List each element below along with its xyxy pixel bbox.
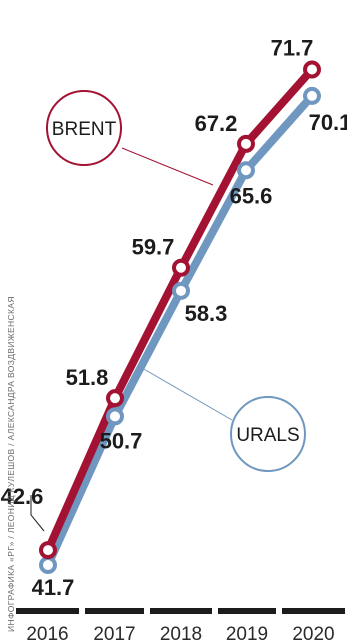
- x-tick-label: 2020: [292, 624, 334, 643]
- data-point-brent: [39, 541, 57, 560]
- data-label-urals: 70.1: [309, 110, 347, 135]
- data-label-brent: 67.2: [195, 111, 238, 136]
- label-leader-line: [30, 495, 45, 532]
- legend-connector-brent: [121, 147, 214, 186]
- x-axis-segment: [16, 608, 79, 614]
- data-point-brent: [303, 60, 321, 79]
- legend-label-urals: URALS: [236, 425, 299, 446]
- legend-connector-urals: [141, 367, 233, 421]
- series-points: [39, 60, 321, 574]
- legend-label-brent: BRENT: [52, 119, 117, 140]
- data-label-brent: 42.6: [1, 484, 44, 509]
- legend-callouts: BRENT URALS: [46, 90, 306, 472]
- x-axis: 2016 2017 2018 2019 2020: [16, 608, 345, 643]
- data-label-urals: 41.7: [32, 575, 75, 600]
- data-point-brent: [237, 134, 255, 153]
- data-label-brent: 71.7: [271, 36, 314, 61]
- x-axis-segment: [150, 608, 212, 614]
- data-point-urals: [237, 161, 255, 180]
- credit-text: ИНФОГРАФИКА «РГ» / ЛЕОНИД КУЛЕШОВ / АЛЕК…: [6, 296, 16, 632]
- data-point-urals: [303, 86, 321, 105]
- data-point-brent: [106, 389, 124, 408]
- x-tick-label: 2016: [26, 624, 68, 643]
- data-label-urals: 65.6: [230, 183, 273, 208]
- data-point-brent: [172, 258, 190, 277]
- x-tick-label: 2018: [160, 624, 202, 643]
- data-label-urals: 50.7: [100, 428, 143, 453]
- x-tick-label: 2017: [93, 624, 135, 643]
- data-point-urals: [106, 407, 124, 426]
- series-line-urals: [44, 91, 316, 569]
- x-tick-label: 2019: [226, 624, 268, 643]
- data-labels: 42.6 51.8 59.7 67.2 71.7 41.7 50.7 58.3 65.6 70.1: [1, 36, 347, 601]
- data-label-brent: 51.8: [66, 365, 109, 390]
- x-axis-segment: [85, 608, 144, 614]
- data-label-brent: 59.7: [132, 235, 175, 260]
- x-axis-segment: [282, 608, 345, 614]
- data-label-urals: 58.3: [185, 301, 228, 326]
- x-axis-segment: [218, 608, 276, 614]
- data-point-urals: [172, 281, 190, 300]
- legend-circle-urals: [230, 396, 306, 472]
- data-point-urals: [39, 556, 57, 574]
- legend-circle-brent: [46, 90, 122, 166]
